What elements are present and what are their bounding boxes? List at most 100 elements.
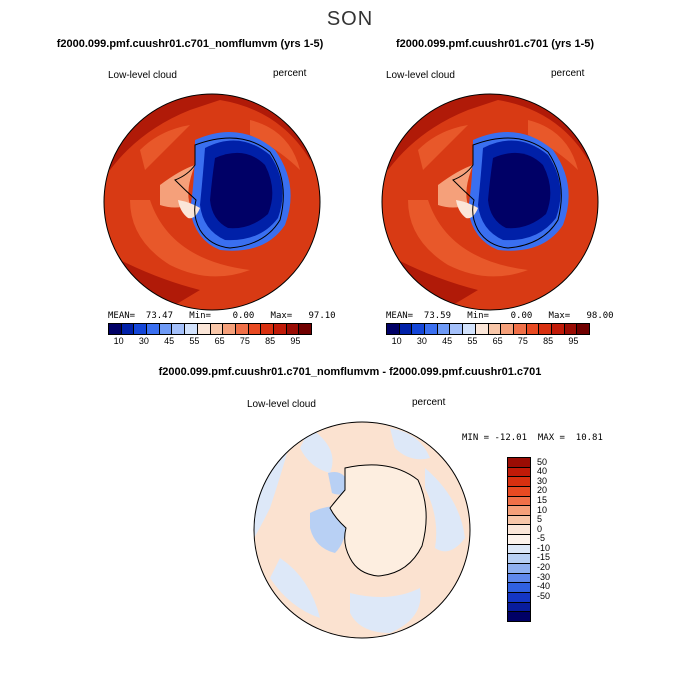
diff-colorbar-tick-label: -15 xyxy=(537,552,551,563)
diff-colorbar-swatch xyxy=(508,535,530,545)
panel-2-variable: Low-level cloud xyxy=(386,70,455,81)
diff-colorbar-swatch xyxy=(508,544,530,555)
diff-colorbar-swatch xyxy=(508,583,530,593)
colorbar-tick-label: 95 xyxy=(290,336,301,346)
diff-colorbar-tick-label: 50 xyxy=(537,456,548,467)
colorbar-swatch xyxy=(577,324,589,334)
diff-colorbar-swatch xyxy=(508,477,530,487)
colorbar-swatch xyxy=(185,324,198,334)
diff-colorbar-tick-label: 0 xyxy=(537,523,543,534)
diff-colorbar-swatch xyxy=(508,458,530,468)
colorbar-swatch xyxy=(513,324,527,334)
colorbar-swatch xyxy=(172,324,186,334)
diff-colorbar xyxy=(507,457,531,622)
colorbar-swatch xyxy=(121,324,135,334)
diff-title: f2000.099.pmf.cuushr01.c701_nomflumvm - … xyxy=(158,366,542,378)
colorbar-swatch xyxy=(564,324,578,334)
diff-colorbar-tick-label: 5 xyxy=(537,514,543,525)
colorbar-tick-label: 45 xyxy=(164,336,175,346)
colorbar-tick-label: 65 xyxy=(214,336,225,346)
panel-2-units: percent xyxy=(551,68,585,79)
colorbar-swatch xyxy=(488,324,502,334)
diff-colorbar-tick-label: -20 xyxy=(537,562,551,573)
diff-colorbar-tick-label: 15 xyxy=(537,494,548,505)
season-title: SON xyxy=(326,8,374,30)
colorbar-swatch xyxy=(159,324,173,334)
colorbar-tick-label: 55 xyxy=(189,336,200,346)
diff-colorbar-swatch xyxy=(508,486,530,497)
diff-colorbar-tick-label: 40 xyxy=(537,466,548,477)
diff-map xyxy=(253,421,471,639)
colorbar-tick-label: 85 xyxy=(543,336,554,346)
diff-colorbar-swatch xyxy=(508,564,530,574)
diff-colorbar-tick-label: -5 xyxy=(537,533,546,544)
diff-colorbar-tick-label: 30 xyxy=(537,475,548,486)
diff-colorbar-swatch xyxy=(508,506,530,516)
colorbar-tick-label: 30 xyxy=(138,336,149,346)
diff-colorbar-tick-label: 10 xyxy=(537,504,548,515)
colorbar-swatch xyxy=(412,324,426,334)
diff-variable: Low-level cloud xyxy=(247,399,316,410)
diff-colorbar-swatch xyxy=(508,515,530,526)
colorbar-swatch xyxy=(210,324,224,334)
diff-colorbar-swatch xyxy=(508,592,530,603)
colorbar-swatch xyxy=(450,324,464,334)
colorbar-swatch xyxy=(437,324,451,334)
colorbar-tick-label: 75 xyxy=(239,336,250,346)
colorbar-tick-label: 95 xyxy=(568,336,579,346)
panel-2-title: f2000.099.pmf.cuushr01.c701 (yrs 1-5) xyxy=(395,38,595,50)
colorbar-swatch xyxy=(399,324,413,334)
colorbar-swatch xyxy=(463,324,476,334)
diff-colorbar-swatch xyxy=(508,496,530,507)
colorbar-swatch xyxy=(501,324,514,334)
colorbar-swatch xyxy=(261,324,274,334)
diff-colorbar-tick-label: -40 xyxy=(537,581,551,592)
diff-units: percent xyxy=(412,397,446,408)
colorbar-swatch xyxy=(248,324,262,334)
panel-1-units: percent xyxy=(273,68,307,79)
colorbar-tick-label: 10 xyxy=(391,336,402,346)
colorbar-swatch xyxy=(387,324,400,334)
diff-colorbar-swatch xyxy=(508,525,530,536)
colorbar-swatch xyxy=(235,324,249,334)
colorbar-swatch xyxy=(109,324,122,334)
colorbar-tick-label: 65 xyxy=(492,336,503,346)
colorbar-tick-label: 30 xyxy=(416,336,427,346)
colorbar-swatch xyxy=(134,324,148,334)
diff-stats: MIN = -12.01 MAX = 10.81 xyxy=(462,433,603,443)
diff-colorbar-tick-label: -30 xyxy=(537,571,551,582)
colorbar-tick-label: 75 xyxy=(517,336,528,346)
colorbar-swatch xyxy=(526,324,540,334)
colorbar-swatch xyxy=(147,324,160,334)
diff-colorbar-tick-label: -10 xyxy=(537,542,551,553)
panel-1-colorbar-ticks: 10 30 45 55 65 75 85 95 xyxy=(108,336,310,348)
diff-colorbar-ticks: 50 40 30 20 15 10 5 0 -5 -10 -15 -20 -30 -40 -50 xyxy=(537,457,577,620)
colorbar-tick-label: 85 xyxy=(265,336,276,346)
colorbar-swatch xyxy=(299,324,311,334)
colorbar-swatch xyxy=(551,324,565,334)
colorbar-swatch xyxy=(475,324,489,334)
diff-colorbar-swatch xyxy=(508,467,530,478)
panel-1-stats: MEAN= 73.47 Min= 0.00 Max= 97.10 xyxy=(108,311,336,321)
panel-2-map xyxy=(381,93,599,311)
colorbar-swatch xyxy=(425,324,438,334)
colorbar-swatch xyxy=(539,324,552,334)
diff-colorbar-tick-label: 20 xyxy=(537,485,548,496)
diff-colorbar-swatch xyxy=(508,554,530,565)
panel-1-variable: Low-level cloud xyxy=(108,70,177,81)
panel-2-colorbar-ticks: 10 30 45 55 65 75 85 95 xyxy=(386,336,588,348)
colorbar-tick-label: 45 xyxy=(442,336,453,346)
diff-colorbar-swatch xyxy=(508,612,530,621)
panel-1-title: f2000.099.pmf.cuushr01.c701_nomflumvm (y… xyxy=(56,38,324,50)
diff-colorbar-swatch xyxy=(508,602,530,613)
colorbar-swatch xyxy=(197,324,211,334)
diff-colorbar-tick-label: -50 xyxy=(537,590,551,601)
colorbar-swatch xyxy=(223,324,236,334)
colorbar-swatch xyxy=(286,324,300,334)
diff-colorbar-swatch xyxy=(508,573,530,584)
panel-2-colorbar xyxy=(386,323,590,335)
colorbar-swatch xyxy=(273,324,287,334)
panel-1-map xyxy=(103,93,321,311)
panel-1-colorbar xyxy=(108,323,312,335)
colorbar-tick-label: 10 xyxy=(113,336,124,346)
